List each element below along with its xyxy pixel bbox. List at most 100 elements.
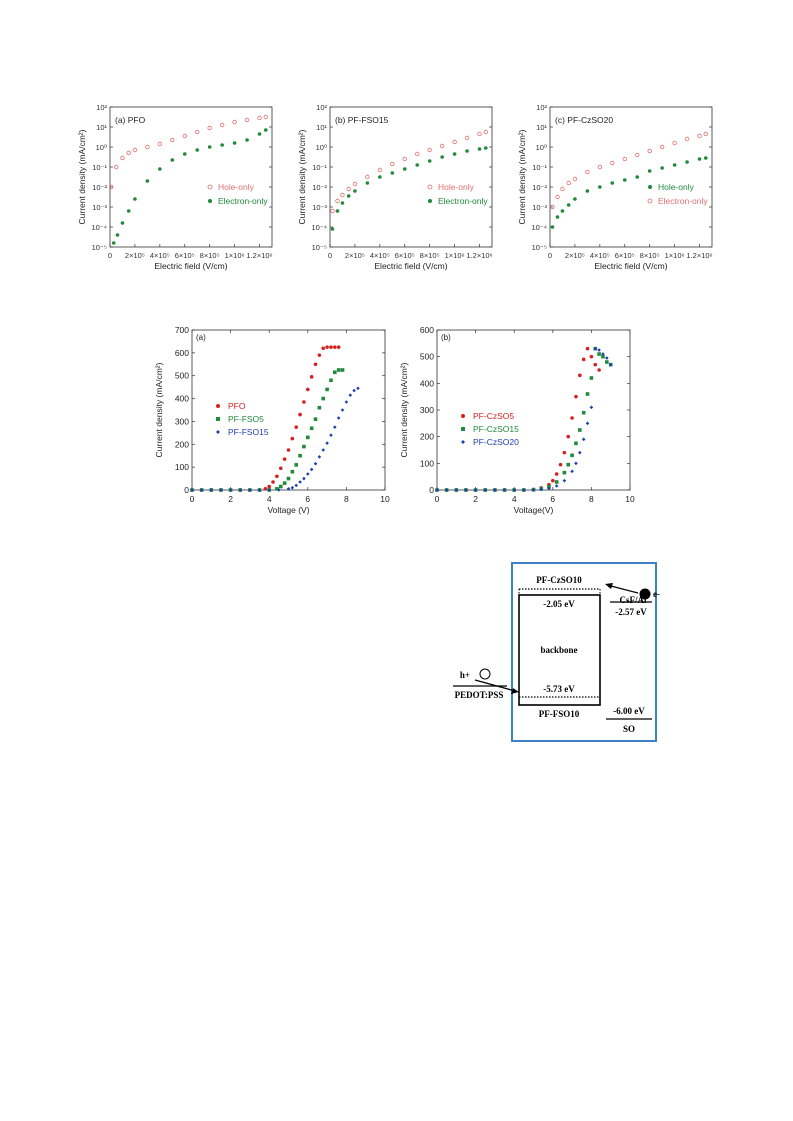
energy-level-diagram: PF-CzSO10 -2.05 eV backbone -5.73 eV PF-… <box>453 562 660 742</box>
panel-label: (a) <box>196 333 206 342</box>
y-tick-label: 10⁻⁵ <box>92 243 107 252</box>
data-point <box>263 128 268 132</box>
y-tick-label: 10¹ <box>96 123 107 132</box>
data-point <box>330 208 335 214</box>
electron-label: e- <box>653 589 660 599</box>
data-point <box>435 488 439 492</box>
data-point <box>336 368 341 372</box>
data-point <box>558 462 563 467</box>
y-tick-label: 0 <box>429 485 434 495</box>
legend-marker <box>461 414 465 418</box>
data-point <box>352 181 358 187</box>
legend-marker <box>461 440 465 444</box>
data-point <box>566 180 571 186</box>
data-point <box>329 378 333 383</box>
data-point <box>313 362 318 367</box>
data-point <box>578 428 582 432</box>
y-tick-label: 10⁻² <box>532 183 547 192</box>
plot-frame <box>436 329 631 491</box>
data-point <box>390 161 395 167</box>
y-tick-label: 100 <box>420 458 434 468</box>
legend-marker <box>461 427 465 431</box>
legend-label: PF-CzSO20 <box>473 437 519 447</box>
top-polymer-label: PF-CzSO10 <box>536 575 582 585</box>
data-point <box>294 463 299 467</box>
x-tick-label: 8×10⁵ <box>200 251 220 260</box>
data-point <box>585 392 590 396</box>
data-point <box>298 453 302 458</box>
data-point <box>340 408 345 412</box>
data-point <box>593 362 598 367</box>
data-point <box>195 148 200 152</box>
data-point <box>551 478 555 483</box>
hole-circle-icon <box>479 668 491 680</box>
data-point <box>353 189 357 193</box>
cathode-label: CsF/Al <box>620 595 647 605</box>
data-point <box>111 241 116 245</box>
so-level-label: -6.00 eV <box>613 706 645 716</box>
y-tick-label: 10⁻⁵ <box>312 243 327 252</box>
data-point <box>440 155 444 159</box>
data-point <box>601 354 605 359</box>
data-point <box>483 488 488 492</box>
data-point <box>232 141 237 145</box>
data-point <box>377 167 383 173</box>
data-point <box>574 461 578 466</box>
data-point <box>302 400 306 404</box>
data-point <box>581 410 586 415</box>
electron-arrowhead-icon <box>605 583 613 589</box>
y-tick-label: 10⁻⁴ <box>531 223 547 232</box>
data-point <box>672 163 677 167</box>
data-point <box>659 144 665 150</box>
data-point <box>477 147 482 151</box>
data-point <box>597 368 601 372</box>
backbone-label: backbone <box>540 645 577 655</box>
data-point <box>219 122 225 128</box>
data-point <box>647 169 652 173</box>
data-point <box>635 175 640 179</box>
y-tick-label: 10² <box>96 103 107 112</box>
data-point <box>278 484 283 489</box>
data-point <box>562 470 567 475</box>
data-point <box>207 125 212 131</box>
data-point <box>335 198 340 204</box>
x-tick-label: 0 <box>328 251 332 260</box>
x-tick-label: 2×10⁵ <box>565 251 585 260</box>
data-point <box>333 345 337 349</box>
y-tick-label: 10⁻³ <box>532 203 547 212</box>
data-point <box>120 155 125 161</box>
data-point <box>578 450 582 455</box>
y-tick-label: 700 <box>175 325 189 335</box>
y-tick-label: 10⁰ <box>536 143 547 152</box>
data-point <box>333 425 337 429</box>
data-point <box>157 141 163 147</box>
data-point <box>344 400 349 404</box>
x-axis-label: Voltage (V) <box>267 505 309 515</box>
data-point <box>325 387 329 392</box>
x-tick-label: 4×10⁵ <box>590 251 610 260</box>
data-point <box>539 487 544 492</box>
x-tick-label: 1×10⁶ <box>665 251 685 260</box>
data-point <box>309 375 314 379</box>
data-point <box>257 132 262 136</box>
data-point <box>133 197 137 201</box>
x-tick-label: 2×10⁵ <box>125 251 145 260</box>
data-point <box>684 136 690 142</box>
data-point <box>365 181 370 185</box>
panel-label: (b) <box>441 333 451 342</box>
data-point <box>444 488 449 492</box>
y-tick-label: 400 <box>420 378 434 388</box>
data-point <box>306 435 310 440</box>
x-tick-label: 10 <box>380 494 390 504</box>
data-point <box>286 448 291 452</box>
x-tick-label: 0 <box>190 494 195 504</box>
x-tick-label: 4 <box>267 494 272 504</box>
x-tick-label: 1.2×10⁶ <box>246 251 272 260</box>
legend-marker <box>207 184 213 190</box>
diagram-frame <box>511 562 657 742</box>
so-label: SO <box>623 724 635 734</box>
legend-marker <box>647 198 653 204</box>
data-point <box>346 186 351 192</box>
